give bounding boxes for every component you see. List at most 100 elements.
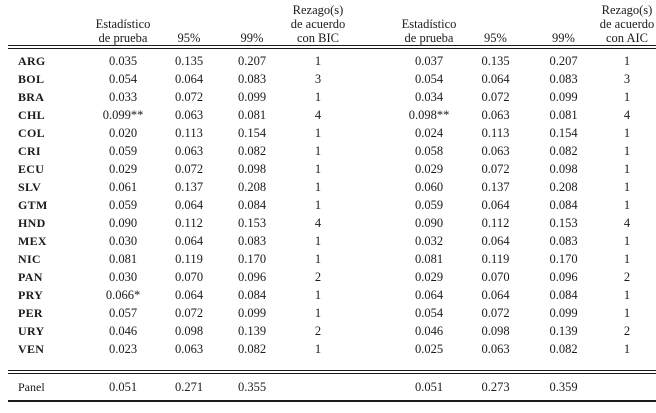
cell-value: 1 [314,162,322,176]
cell-value: 0.063 [174,342,204,356]
cell-value: 0.113 [175,126,203,140]
cell-value: 1 [314,342,322,356]
cell-value: 0.059 [108,144,138,158]
spacer-cell [347,304,396,322]
cell-value: 0.083 [549,234,578,248]
cell-value: 0.119 [175,252,203,266]
cell-value: 0.060 [414,180,444,194]
column-header-lags-bic: Rezago(s) de acuerdo con BIC [289,3,347,49]
table-row: ARG 0.035 0.135 0.207 1 0.037 0.135 0.207 1 [8,47,656,70]
cell-value: 0.064 [174,234,204,248]
spacer-cell [347,214,396,232]
cell-value: 0.083 [237,234,267,248]
cell-value: 1 [623,306,631,320]
country-label: HND [18,216,46,230]
cell-value: 0.064 [481,72,510,86]
cell-value: 0.030 [108,270,138,284]
table-row: SLV 0.061 0.137 0.208 1 0.060 0.137 0.208 1 [8,178,656,196]
cell-value: 0.090 [108,216,138,230]
cell-value: 0.139 [237,324,267,338]
cell-value: 0.063 [174,108,204,122]
spacer-cell [347,286,396,304]
cell-value: 2 [314,324,322,338]
cell-value: 0.033 [108,90,138,104]
spacer-cell [347,196,396,214]
cell-value: 0.113 [481,126,510,140]
cell-value: 0.064 [174,288,204,302]
cell-value: 0.135 [174,54,204,68]
country-label: BRA [18,90,45,104]
header-row: Estadístico de prueba 95% 99% Rezago(s) … [8,3,656,49]
cell-value: 0.081 [237,108,267,122]
country-label: URY [18,324,45,338]
cell-value: 0.119 [481,252,510,266]
cell-value: 0.029 [108,162,138,176]
panel-value: 0.271 [163,370,215,402]
cell-value: 1 [314,90,322,104]
spacer-cell [347,88,396,106]
cell-value: 1 [623,252,631,266]
cell-value: 4 [623,216,631,230]
cell-value: 0.020 [108,126,138,140]
cell-value: 0.025 [414,342,444,356]
country-label: PRY [18,288,44,302]
table-row: MEX 0.030 0.064 0.083 1 0.032 0.064 0.083 1 [8,232,656,250]
country-label: ARG [18,54,46,68]
cell-value: 0.054 [414,72,444,86]
cell-value: 0.135 [481,54,510,68]
cell-value: 0.046 [414,324,444,338]
panel-value [289,370,347,402]
cell-value: 0.024 [414,126,444,140]
cell-value: 0.070 [174,270,204,284]
table-row: PER 0.057 0.072 0.099 1 0.054 0.072 0.099 1 [8,304,656,322]
column-header-spacer [347,3,396,49]
spacer-cell [347,47,396,70]
cell-value: 1 [314,180,322,194]
column-header-test-statistic-aic: Estadístico de prueba [396,3,462,49]
cell-value: 0.084 [237,288,267,302]
cell-value: 0.054 [108,72,138,86]
cell-value: 0.072 [174,162,204,176]
cell-value: 0.137 [481,180,510,194]
spacer-cell [347,232,396,250]
cell-value: 0.064 [414,288,444,302]
cell-value: 0.096 [237,270,267,284]
panel-label: Panel [8,370,83,402]
cell-value: 0.061 [108,180,138,194]
cell-value: 0.082 [549,342,578,356]
cell-value: 0.098** [408,108,450,122]
cell-value: 0.063 [481,342,510,356]
cell-value: 1 [314,288,322,302]
cell-value: 0.072 [174,306,204,320]
cell-value: 0.081 [549,108,578,122]
cell-value: 0.208 [549,180,578,194]
cell-value: 0.032 [414,234,444,248]
table-row: HND 0.090 0.112 0.153 4 0.090 0.112 0.153 4 [8,214,656,232]
cell-value: 0.057 [108,306,138,320]
cell-value: 0.034 [414,90,444,104]
panel-value [598,370,656,402]
table-row: ECU 0.029 0.072 0.098 1 0.029 0.072 0.098 1 [8,160,656,178]
cell-value: 0.112 [175,216,203,230]
cell-value: 0.207 [549,54,578,68]
column-header-95-bic: 95% [163,3,215,49]
cell-value: 0.099 [549,306,578,320]
panel-row: Panel 0.051 0.271 0.355 0.051 0.273 0.35… [8,370,656,402]
column-header-country [8,3,83,49]
table-row: GTM 0.059 0.064 0.084 1 0.059 0.064 0.084 1 [8,196,656,214]
cell-value: 0.029 [414,162,444,176]
cell-value: 2 [314,270,322,284]
cell-value: 1 [623,288,631,302]
column-header-95-aic: 95% [462,3,529,49]
cell-value: 0.072 [174,90,204,104]
panel-value: 0.355 [215,370,289,402]
country-label: BOL [18,72,45,86]
cell-value: 1 [623,180,631,194]
cell-value: 0.082 [237,342,267,356]
column-header-99-bic: 99% [215,3,289,49]
country-label: ECU [18,162,45,176]
cell-value: 2 [623,270,631,284]
cell-value: 0.059 [108,198,138,212]
cell-value: 0.023 [108,342,138,356]
